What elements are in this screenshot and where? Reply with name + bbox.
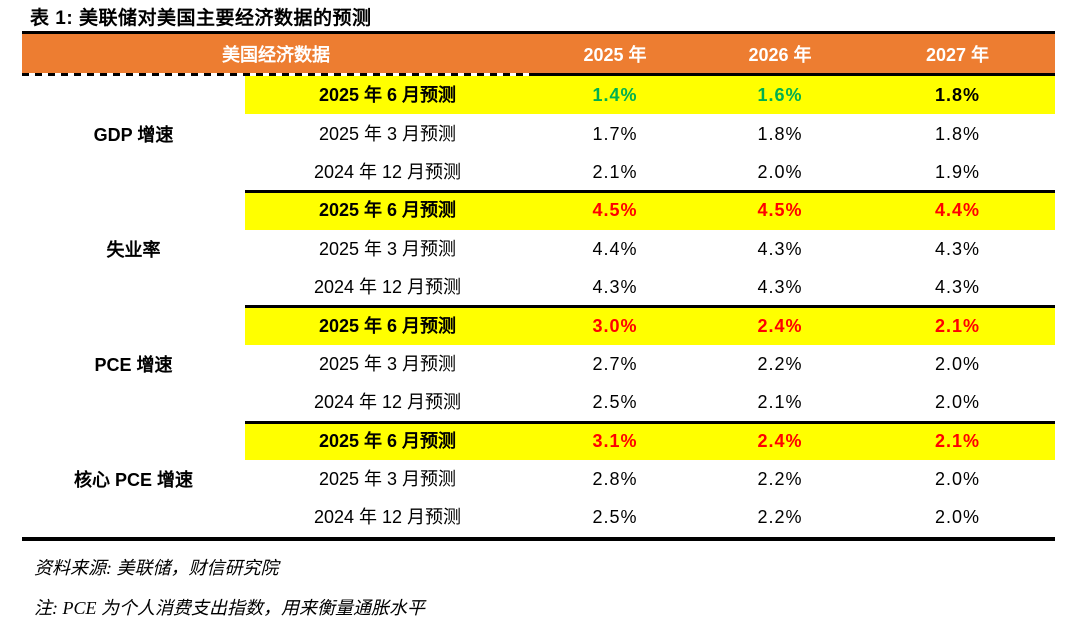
value-cell: 1.8% xyxy=(757,123,803,144)
value-cell: 1.6% xyxy=(700,76,860,115)
value-cell: 4.3% xyxy=(934,238,981,259)
header-border-solid-segment xyxy=(530,73,1055,76)
value-cell: 1.7% xyxy=(592,123,638,144)
value-cell: 4.3% xyxy=(757,277,803,298)
value-cell: 4.5% xyxy=(530,191,700,230)
row-label: 2025 年 6 月预测 xyxy=(245,421,530,460)
row-label: 2025 年 3 月预测 xyxy=(318,353,457,374)
value-cell: 4.3% xyxy=(757,238,803,259)
value-cell: 1.8% xyxy=(934,123,981,144)
value-cell: 2.1% xyxy=(757,392,803,413)
value-cell: 2.4% xyxy=(700,421,860,460)
value-cell: 3.1% xyxy=(530,421,700,460)
value-cell: 2.1% xyxy=(860,306,1055,345)
forecast-table: 美国经济数据 2025 年 2026 年 2027 年 GDP 增速 2025 … xyxy=(22,31,1055,541)
value-cell: 2.0% xyxy=(934,469,981,490)
row-label: 2025 年 3 月预测 xyxy=(318,238,457,259)
table-header-row: 美国经济数据 2025 年 2026 年 2027 年 xyxy=(22,34,1055,73)
value-cell: 1.8% xyxy=(860,76,1055,115)
value-cell: 2.2% xyxy=(757,469,803,490)
row-label: 2024 年 12 月预测 xyxy=(313,161,462,182)
value-cell: 2.4% xyxy=(700,306,860,345)
category-label: PCE 增速 xyxy=(94,354,173,375)
table-group-pce: PCE 增速 2025 年 6 月预测 3.0% 2.4% 2.1% 2025 … xyxy=(22,305,1055,421)
category-label: 核心 PCE 增速 xyxy=(73,470,193,491)
row-label: 2024 年 12 月预测 xyxy=(313,392,462,413)
value-cell: 4.3% xyxy=(934,277,981,298)
value-cell: 2.0% xyxy=(934,507,981,528)
value-cell: 2.8% xyxy=(592,469,638,490)
value-cell: 2.2% xyxy=(757,507,803,528)
value-cell: 2.2% xyxy=(757,353,803,374)
header-cell-2027: 2027 年 xyxy=(925,44,990,65)
header-cell-2026: 2026 年 xyxy=(748,44,812,65)
row-label: 2025 年 6 月预测 xyxy=(245,191,530,230)
value-cell: 4.3% xyxy=(592,277,638,298)
row-label: 2025 年 3 月预测 xyxy=(318,123,457,144)
row-label: 2024 年 12 月预测 xyxy=(313,507,462,528)
row-label: 2025 年 3 月预测 xyxy=(318,469,457,490)
header-border-dashed-segment xyxy=(22,73,530,76)
value-cell: 2.1% xyxy=(860,421,1055,460)
header-bottom-border xyxy=(22,73,1055,76)
category-label: GDP 增速 xyxy=(93,124,174,145)
group-separator xyxy=(245,420,1055,424)
value-cell: 4.5% xyxy=(700,191,860,230)
table-title: 表 1: 美联储对美国主要经济数据的预测 xyxy=(30,8,372,29)
table-group-unemployment: 失业率 2025 年 6 月预测 4.5% 4.5% 4.4% 2025 年 3… xyxy=(22,190,1055,306)
value-cell: 1.4% xyxy=(530,76,700,115)
group-separator xyxy=(245,190,1055,194)
note-line: 注: PCE 为个人消费支出指数，用来衡量通胀水平 xyxy=(34,597,425,618)
value-cell: 2.0% xyxy=(757,161,803,182)
value-cell: 4.4% xyxy=(860,191,1055,230)
value-cell: 2.5% xyxy=(592,392,638,413)
value-cell: 3.0% xyxy=(530,306,700,345)
row-label: 2024 年 12 月预测 xyxy=(313,277,462,298)
value-cell: 2.1% xyxy=(592,161,638,182)
header-cell-2025: 2025 年 xyxy=(583,44,647,65)
header-cell-category: 美国经济数据 xyxy=(222,44,330,65)
source-line: 资料来源: 美联储，财信研究院 xyxy=(34,557,279,578)
value-cell: 2.0% xyxy=(934,392,981,413)
table-group-gdp: GDP 增速 2025 年 6 月预测 1.4% 1.6% 1.8% 2025 … xyxy=(22,76,1055,191)
value-cell: 2.7% xyxy=(592,353,638,374)
category-label: 失业率 xyxy=(106,239,161,260)
row-label: 2025 年 6 月预测 xyxy=(245,306,530,345)
value-cell: 1.9% xyxy=(934,161,981,182)
group-separator xyxy=(245,305,1055,309)
value-cell: 4.4% xyxy=(592,238,638,259)
row-label: 2025 年 6 月预测 xyxy=(245,76,530,115)
table-group-core-pce: 核心 PCE 增速 2025 年 6 月预测 3.1% 2.4% 2.1% 20… xyxy=(22,420,1055,537)
value-cell: 2.5% xyxy=(592,507,638,528)
value-cell: 2.0% xyxy=(934,353,981,374)
